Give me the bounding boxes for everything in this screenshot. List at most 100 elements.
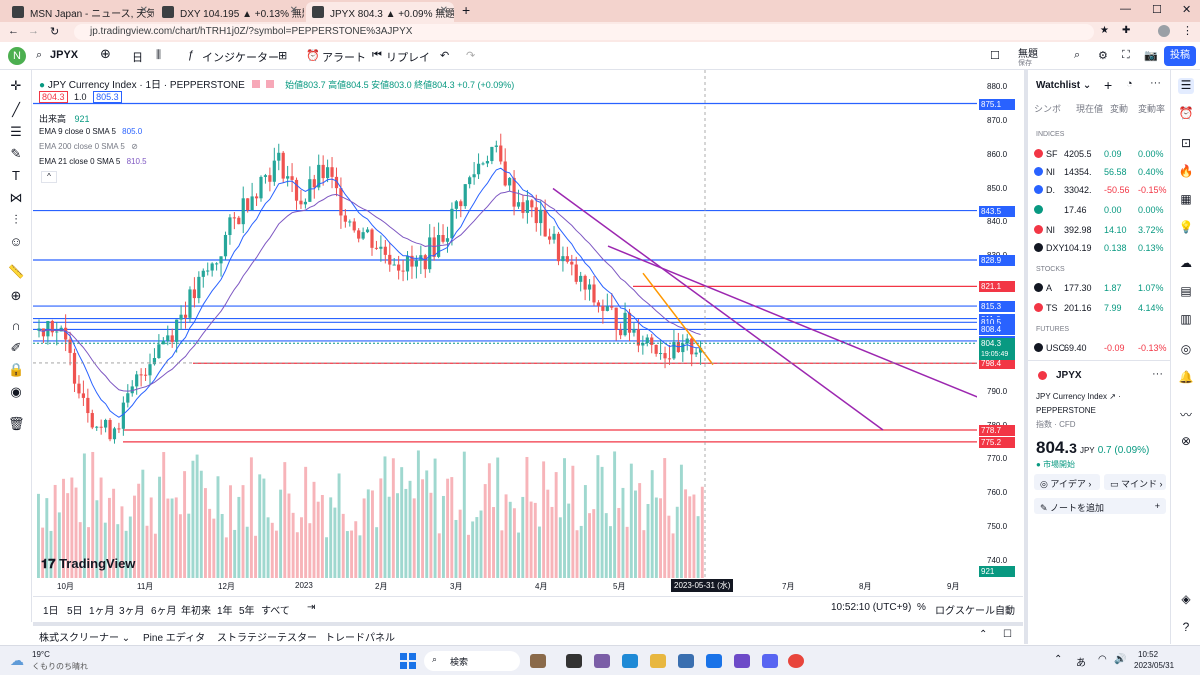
back-icon[interactable]: ← [8,25,19,37]
quick-search-icon[interactable]: ⌕ [1074,49,1081,61]
watchlist-row[interactable]: TS 201.16 7.99 4.14% [1034,301,1170,315]
detail-exchange[interactable]: PEPPERSTONE [1036,406,1096,415]
price-axis-label[interactable]: 804.3 [979,338,1015,350]
range-ytd[interactable]: 年初来 [181,606,211,617]
watchlist-icon[interactable]: ☰ [1178,78,1194,94]
section-futures[interactable]: FUTURES [1036,326,1070,333]
alerts-icon[interactable]: ⏰ [1178,106,1194,120]
close-icon[interactable]: ✕ [289,5,298,16]
range-6m[interactable]: 6ヶ月 [151,606,177,617]
price-axis-label[interactable]: 828.9 [979,254,1015,266]
auto-scale-toggle[interactable]: 自動 [995,606,1015,617]
layers-icon[interactable]: ◈ [1181,592,1191,606]
weather-desc[interactable]: くもりのち晴れ [32,662,88,671]
watchlist-row[interactable]: D. 33042. -50.56 -0.15% [1034,183,1170,197]
chart-type-icon[interactable]: ⫼ [156,49,162,61]
emoji-icon[interactable]: ☺ [9,234,23,249]
range-3m[interactable]: 3ヶ月 [119,606,145,617]
chart-pane[interactable]: ● JPY Currency Index · 1日 · PEPPERSTONE … [33,70,982,578]
weather-temp[interactable]: 19°C [32,650,50,659]
magnet-icon[interactable]: ∩ [11,318,21,333]
pattern-icon[interactable]: ⋈ [9,190,23,205]
price-axis-label[interactable]: 775.2 [979,436,1015,448]
tab-stock-screener[interactable]: 株式スクリーナー ⌄ [39,633,131,644]
watchlist-row[interactable]: 17.46 0.00 0.00% [1034,203,1170,217]
symbol-search-button[interactable]: JPYX [50,49,79,61]
indicators-icon[interactable]: ƒ [188,49,195,61]
clock-date[interactable]: 2023/05/31 [1134,661,1175,670]
range-1d[interactable]: 1日 [43,606,59,617]
price-axis-label[interactable]: 778.7 [979,425,1015,436]
price-axis-label[interactable]: 843.5 [979,205,1015,217]
hidden-eye-icon[interactable]: ⊘ [131,142,138,151]
range-1m[interactable]: 1ヶ月 [89,606,115,617]
time-axis[interactable]: 10月 11月 12月 2023 2月 3月 4月 5月 2023-05-31 (水) 7月 8月 9… [33,578,977,594]
star-icon[interactable]: ★ [1100,25,1109,36]
tray-chevron-icon[interactable]: ⌃ [1054,654,1063,665]
notifications-icon[interactable]: 🔔 [1178,370,1194,384]
chrome-icon[interactable] [788,654,804,668]
tab-strategy-tester[interactable]: ストラテジーテスター [217,633,317,644]
add-note-button[interactable]: ✎ ノートを追加 + [1034,498,1166,514]
url-field[interactable]: jp.tradingview.com/chart/hTRH1j0Z/?symbo… [74,24,1094,40]
tab-pine-editor[interactable]: Pine エディタ [143,633,206,644]
range-5d[interactable]: 5日 [67,606,83,617]
ideas-stream-icon[interactable]: 💡 [1178,220,1194,234]
symbol-search-icon[interactable]: ⌕ [36,49,43,61]
more-icon[interactable]: ··· [1150,77,1161,89]
layout-icon[interactable]: ☐ [990,50,1000,62]
interval-button[interactable]: 日 [132,52,143,64]
fullscreen-icon[interactable]: ⛶ [1122,49,1130,61]
lock-drawing-icon[interactable]: ✐ [10,340,22,355]
teams-icon[interactable] [594,654,610,668]
windows-start-icon[interactable] [400,653,416,669]
clock-display[interactable]: 10:52:10 (UTC+9) [831,602,912,613]
snapshot-icon[interactable]: 📷 [1144,50,1158,62]
collapse-icon[interactable]: ⌃ [979,629,988,640]
wifi-icon[interactable]: ◠ [1098,654,1107,665]
indicators-button[interactable]: インジケーター [202,52,279,64]
chat-icon[interactable]: ⊡ [1180,136,1192,150]
settings-icon[interactable]: ⚙ [1098,50,1108,62]
menu-icon[interactable]: ⋮ [1182,25,1193,37]
window-close-icon[interactable]: ✕ [1182,4,1192,16]
brush-icon[interactable]: ✎ [10,146,22,161]
detail-symbol[interactable]: JPYX [1056,370,1082,381]
extensions-icon[interactable]: ✚ [1122,25,1131,36]
alert-button[interactable]: アラート [322,52,366,64]
profile-avatar[interactable] [1158,25,1170,37]
redo-icon[interactable]: ↷ [466,50,476,62]
goto-date-icon[interactable]: ⇥ [307,602,316,613]
price-axis-label[interactable]: 815.3 [979,301,1015,313]
community-icon[interactable]: ☁ [1180,256,1192,270]
ideas-button[interactable]: ◎ アイデア › [1034,474,1100,490]
hotlist-icon[interactable]: 🔥 [1178,164,1194,178]
templates-icon[interactable]: ⊞ [278,50,288,62]
tab-trading-panel[interactable]: トレードパネル [325,633,395,644]
edge-icon[interactable] [622,654,638,668]
lock-icon[interactable]: 🔒 [8,362,25,377]
price-axis-label[interactable]: 921 [979,566,1015,577]
help-icon[interactable]: ? [1182,620,1190,634]
close-icon[interactable]: ✕ [139,5,148,16]
percent-toggle[interactable]: % [917,602,926,613]
add-symbol-icon[interactable]: + [1104,77,1113,93]
col-change[interactable]: 変動 [1110,104,1129,114]
calendar-icon[interactable]: ▦ [1180,192,1192,206]
horizontal-lines-icon[interactable]: ☰ [10,124,22,139]
col-symbol[interactable]: シンボ [1034,104,1062,114]
chart-stats-icon[interactable]: 〰 [1179,408,1192,422]
watchlist-row[interactable]: NI 392.98 14.10 3.72% [1034,223,1170,237]
browser-tab-jpyx[interactable]: JPYX 804.3 ▲ +0.09% 無題 ✕ [306,2,454,22]
zoom-in-icon[interactable]: ⊕ [10,288,22,303]
volume-icon[interactable]: 🔊 [1114,654,1127,665]
undo-icon[interactable]: ↶ [440,50,450,62]
compare-symbol-icon[interactable]: ⊕ [100,46,111,61]
eye-icon[interactable]: ◉ [10,384,22,399]
publish-button[interactable]: 投稿 [1164,46,1196,66]
crosshair-icon[interactable]: ✛ [10,78,22,93]
ruler-icon[interactable]: 📏 [8,264,25,279]
clock-time[interactable]: 10:52 [1138,650,1159,659]
watchlist-row[interactable]: A 177.30 1.87 1.07% [1034,281,1170,295]
price-axis-label[interactable]: 798.4 [979,358,1015,370]
